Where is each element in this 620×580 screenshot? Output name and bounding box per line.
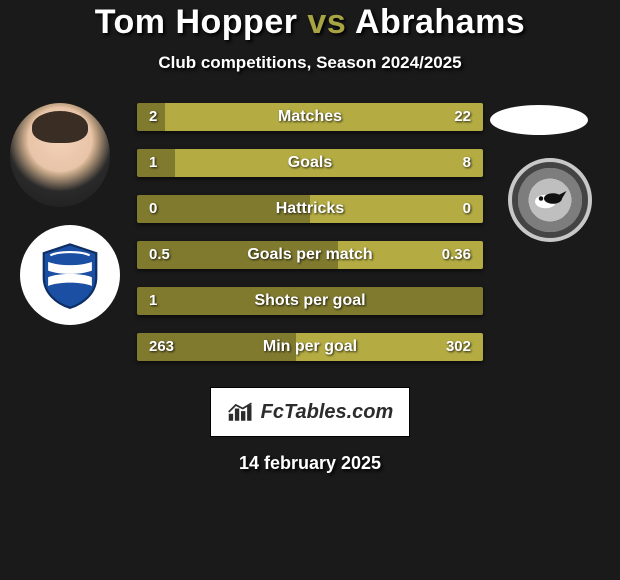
player-left-avatar [10,103,110,207]
stats-bars: 2Matches22 1Goals8 0Hattricks0 0.5Goals per… [135,103,485,379]
stat-right-value: 0.36 [442,241,471,269]
stat-right-value: 302 [446,333,471,361]
player-right-team-crest [498,158,602,242]
page-title: Tom Hopper vs Abrahams [0,4,620,41]
crest-shield-icon [35,240,105,310]
stat-row: 0.5Goals per match0.36 [137,241,483,269]
subtitle: Club competitions, Season 2024/2025 [0,53,620,73]
stat-right-value: 22 [454,103,471,131]
stat-label: Hattricks [137,195,483,223]
source-badge[interactable]: FcTables.com [210,387,410,437]
title-left-name: Tom Hopper [95,3,298,41]
stat-row: 2Matches22 [137,103,483,131]
left-player-column [0,103,135,363]
stat-label: Goals [137,149,483,177]
stat-row: 263Min per goal302 [137,333,483,361]
stat-right-value: 0 [463,195,471,223]
source-badge-text: FcTables.com [261,401,394,424]
stat-row: 1Shots per goal [137,287,483,315]
stat-row: 0Hattricks0 [137,195,483,223]
stat-label: Min per goal [137,333,483,361]
title-right-name: Abrahams [355,3,525,41]
right-player-column [485,103,620,363]
magpie-icon [532,186,568,214]
player-left-team-crest [20,225,120,325]
stat-label: Matches [137,103,483,131]
stat-label: Goals per match [137,241,483,269]
date-text: 14 february 2025 [0,453,620,474]
player-right-oval-badge [490,105,588,135]
stat-right-value: 8 [463,149,471,177]
stat-label: Shots per goal [137,287,483,315]
title-vs: vs [307,3,346,41]
chart-icon [227,401,255,423]
stat-row: 1Goals8 [137,149,483,177]
